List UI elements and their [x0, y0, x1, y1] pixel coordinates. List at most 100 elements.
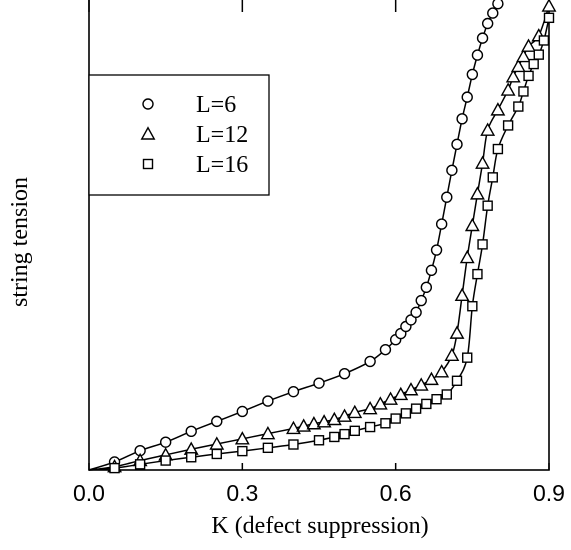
- point-l-6: [364, 355, 376, 368]
- point-l-16: [482, 200, 493, 211]
- fit-curves: [88, 0, 550, 471]
- point-l-6: [185, 425, 197, 437]
- legend-marker-l-12: [140, 126, 156, 140]
- point-l-12: [505, 69, 521, 83]
- point-l-16: [502, 120, 514, 131]
- point-l-12: [490, 102, 506, 116]
- point-l-12: [470, 186, 485, 200]
- plot-border: [88, 0, 550, 471]
- point-l-12: [516, 48, 531, 63]
- point-l-6: [456, 113, 468, 125]
- point-l-16: [472, 268, 483, 280]
- point-l-12: [372, 396, 388, 410]
- point-l-16: [380, 418, 391, 429]
- point-l-6: [415, 294, 427, 307]
- x-tick-label-0: 0.0: [73, 480, 105, 506]
- point-l-12: [454, 287, 470, 302]
- point-l-6: [471, 49, 484, 61]
- x-axis-title: K (defect suppression): [211, 513, 428, 539]
- point-l-12: [521, 38, 536, 52]
- point-l-16: [533, 49, 544, 60]
- point-l-12: [434, 364, 450, 378]
- point-l-12: [286, 420, 301, 435]
- point-l-16: [410, 403, 422, 414]
- point-l-16: [186, 452, 197, 463]
- point-l-6: [159, 436, 172, 448]
- point-l-6: [425, 264, 438, 277]
- point-l-16: [513, 101, 524, 112]
- point-l-6: [446, 164, 458, 176]
- legend: L=6 L=12 L=16: [88, 74, 270, 196]
- point-l-12: [306, 416, 322, 430]
- point-l-12: [424, 371, 439, 386]
- legend-label-l-12: L=12: [196, 122, 248, 148]
- point-l-16: [523, 70, 534, 82]
- point-l-16: [462, 352, 473, 363]
- point-l-6: [461, 91, 473, 103]
- point-l-12: [403, 382, 419, 396]
- legend-label-l-16: L=16: [196, 152, 248, 178]
- point-l-6: [492, 0, 504, 10]
- point-l-6: [441, 191, 453, 203]
- point-l-12: [337, 408, 352, 422]
- point-l-6: [435, 218, 448, 230]
- point-l-12: [234, 431, 250, 445]
- point-l-6: [410, 306, 422, 319]
- point-l-6: [430, 244, 443, 256]
- point-l-16: [492, 143, 504, 155]
- point-l-16: [421, 398, 432, 410]
- point-l-12: [393, 386, 409, 401]
- x-tick-label-2: 0.6: [380, 480, 412, 506]
- point-l-6: [420, 281, 433, 294]
- point-l-16: [329, 431, 340, 443]
- point-l-16: [313, 435, 325, 446]
- point-l-12: [541, 0, 557, 12]
- point-l-12: [413, 377, 429, 391]
- point-l-16: [528, 58, 539, 70]
- data-markers: [107, 0, 557, 474]
- point-l-16: [431, 394, 442, 405]
- point-l-16: [400, 408, 412, 419]
- point-l-6: [481, 17, 494, 30]
- point-l-6: [236, 405, 249, 418]
- legend-marker-l-6: [142, 98, 154, 110]
- point-l-12: [480, 122, 496, 136]
- point-l-16: [467, 301, 478, 312]
- point-l-12: [296, 418, 312, 432]
- point-l-16: [518, 86, 529, 97]
- legend-marker-l-16: [142, 158, 154, 170]
- plot-frame: [88, 0, 550, 471]
- point-l-6: [379, 343, 392, 356]
- point-l-16: [288, 439, 299, 450]
- point-l-12: [464, 217, 480, 232]
- point-l-16: [487, 172, 498, 183]
- point-l-12: [475, 155, 490, 169]
- point-l-12: [500, 82, 516, 96]
- point-l-6: [313, 377, 325, 389]
- point-l-12: [459, 249, 475, 264]
- point-l-12: [347, 404, 363, 419]
- x-tick-label-3: 0.9: [533, 480, 565, 506]
- point-l-6: [287, 385, 300, 398]
- point-l-16: [538, 35, 550, 46]
- legend-box: [88, 74, 270, 196]
- point-l-16: [349, 425, 360, 437]
- legend-label-l-6: L=6: [196, 92, 236, 118]
- point-l-16: [451, 375, 463, 386]
- point-l-12: [510, 58, 526, 73]
- x-tick-label-1: 0.3: [226, 480, 258, 506]
- point-l-12: [316, 414, 332, 428]
- point-l-12: [449, 325, 465, 339]
- point-l-16: [134, 459, 146, 470]
- point-l-12: [362, 400, 378, 415]
- x-tick-labels: 0.0 0.3 0.6 0.9: [73, 480, 565, 506]
- point-l-16: [237, 445, 248, 457]
- point-l-16: [477, 239, 488, 250]
- point-l-6: [262, 395, 274, 407]
- point-l-16: [211, 448, 222, 460]
- point-l-6: [338, 368, 351, 380]
- point-l-16: [160, 455, 171, 466]
- point-l-16: [262, 442, 274, 454]
- point-l-6: [466, 68, 479, 81]
